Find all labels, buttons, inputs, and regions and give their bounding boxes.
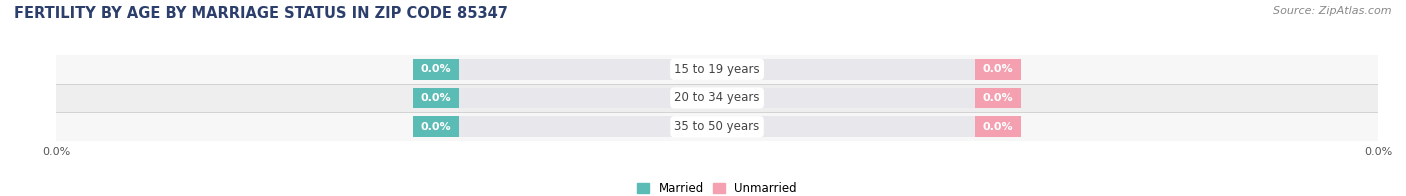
Bar	[974, 88, 1021, 108]
Text: 0.0%: 0.0%	[983, 122, 1014, 132]
Bar	[413, 116, 460, 137]
Bar	[56, 112, 1378, 141]
Text: 15 to 19 years: 15 to 19 years	[675, 63, 759, 76]
Bar	[56, 84, 1378, 112]
Bar	[413, 59, 1021, 80]
Bar	[974, 59, 1021, 80]
Text: 35 to 50 years: 35 to 50 years	[675, 120, 759, 133]
Text: 0.0%: 0.0%	[420, 122, 451, 132]
Bar	[413, 88, 460, 108]
Text: Source: ZipAtlas.com: Source: ZipAtlas.com	[1274, 6, 1392, 16]
Bar	[413, 88, 1021, 108]
Bar	[413, 59, 460, 80]
Text: FERTILITY BY AGE BY MARRIAGE STATUS IN ZIP CODE 85347: FERTILITY BY AGE BY MARRIAGE STATUS IN Z…	[14, 6, 508, 21]
Text: 0.0%: 0.0%	[420, 64, 451, 74]
Text: 0.0%: 0.0%	[420, 93, 451, 103]
Legend: Married, Unmarried: Married, Unmarried	[633, 177, 801, 196]
Text: 0.0%: 0.0%	[983, 93, 1014, 103]
Text: 0.0%: 0.0%	[983, 64, 1014, 74]
Bar	[56, 55, 1378, 84]
Text: 20 to 34 years: 20 to 34 years	[675, 92, 759, 104]
Bar	[413, 116, 1021, 137]
Bar	[974, 116, 1021, 137]
